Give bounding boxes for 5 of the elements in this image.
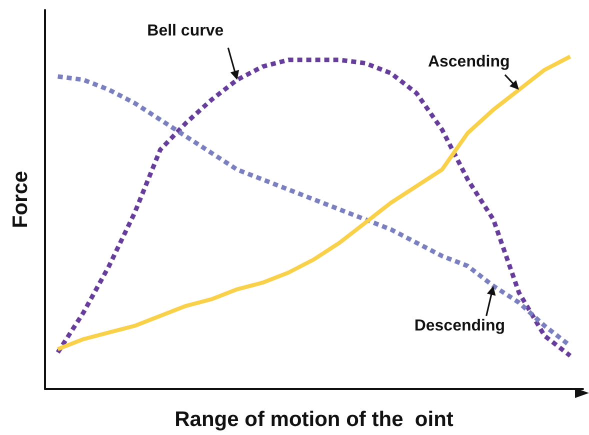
y-axis-title: Force [9,170,32,228]
series-label: Descending [414,317,506,334]
series-label: Ascending [428,53,510,70]
x-axis-title: Range of motion of the oint [174,408,454,431]
text: Bell curve [147,22,224,40]
